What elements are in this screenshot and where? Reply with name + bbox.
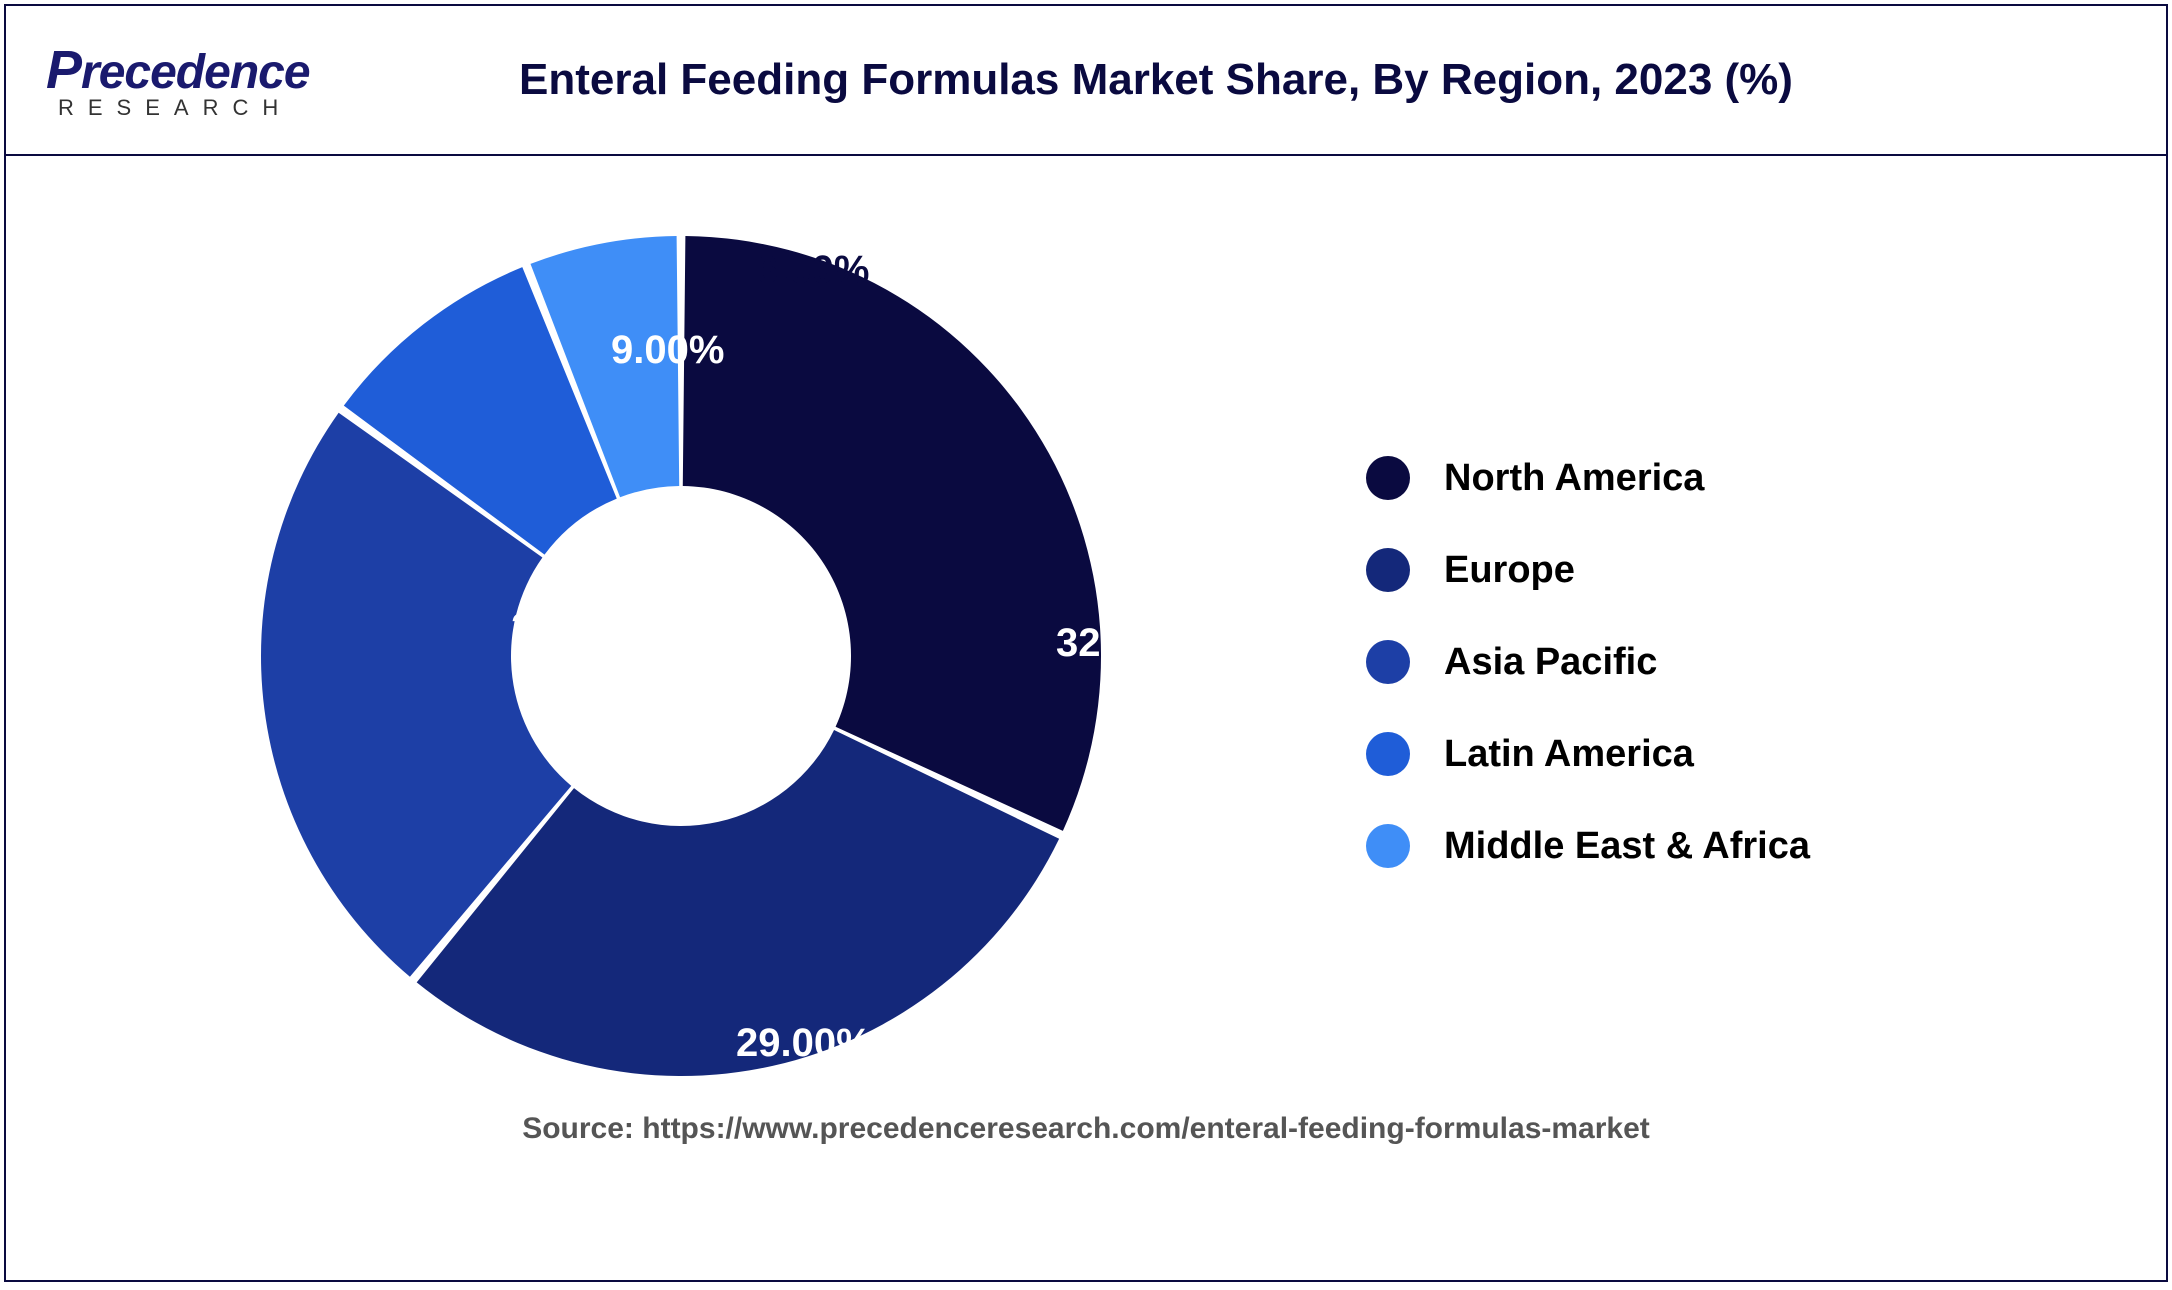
slice-pct-label: 24.00% xyxy=(511,606,647,651)
legend-item: Middle East & Africa xyxy=(1366,824,1810,868)
legend-item: North America xyxy=(1366,456,1810,500)
source-line: Source: https://www.precedenceresearch.c… xyxy=(6,1112,2166,1146)
legend-label: Latin America xyxy=(1444,733,1694,776)
legend-swatch xyxy=(1366,824,1410,868)
header-bar: Precedence RESEARCH Enteral Feeding Form… xyxy=(6,6,2166,156)
brand-word: recedence xyxy=(81,46,310,99)
legend-label: Europe xyxy=(1444,549,1575,592)
donut-slice xyxy=(683,236,1101,831)
brand-logo: Precedence RESEARCH xyxy=(46,39,386,121)
slice-pct-label: 6.00% xyxy=(756,248,869,293)
donut-chart: 32.00%29.00%24.00%9.00%6.00% xyxy=(241,216,1121,1096)
slice-pct-label: 29.00% xyxy=(736,1021,872,1066)
slice-pct-label: 32.00% xyxy=(1056,621,1192,666)
chart-frame: Precedence RESEARCH Enteral Feeding Form… xyxy=(4,4,2168,1282)
chart-title: Enteral Feeding Formulas Market Share, B… xyxy=(386,55,2126,105)
chart-area: 32.00% 29.00% 24.00% 9.00% 6.00% North Ameri… xyxy=(6,156,2166,1176)
legend-swatch xyxy=(1366,732,1410,776)
legend-label: Middle East & Africa xyxy=(1444,825,1810,868)
legend-swatch xyxy=(1366,640,1410,684)
slice-pct-label: 9.00% xyxy=(611,328,724,373)
legend-item: Asia Pacific xyxy=(1366,640,1810,684)
brand-sub: RESEARCH xyxy=(58,95,386,121)
legend: North America Europe Asia Pacific Latin Ame… xyxy=(1366,456,1810,916)
legend-label: North America xyxy=(1444,457,1704,500)
legend-item: Europe xyxy=(1366,548,1810,592)
legend-swatch xyxy=(1366,548,1410,592)
brand-name: Precedence xyxy=(46,39,386,101)
legend-label: Asia Pacific xyxy=(1444,641,1657,684)
legend-swatch xyxy=(1366,456,1410,500)
legend-item: Latin America xyxy=(1366,732,1810,776)
